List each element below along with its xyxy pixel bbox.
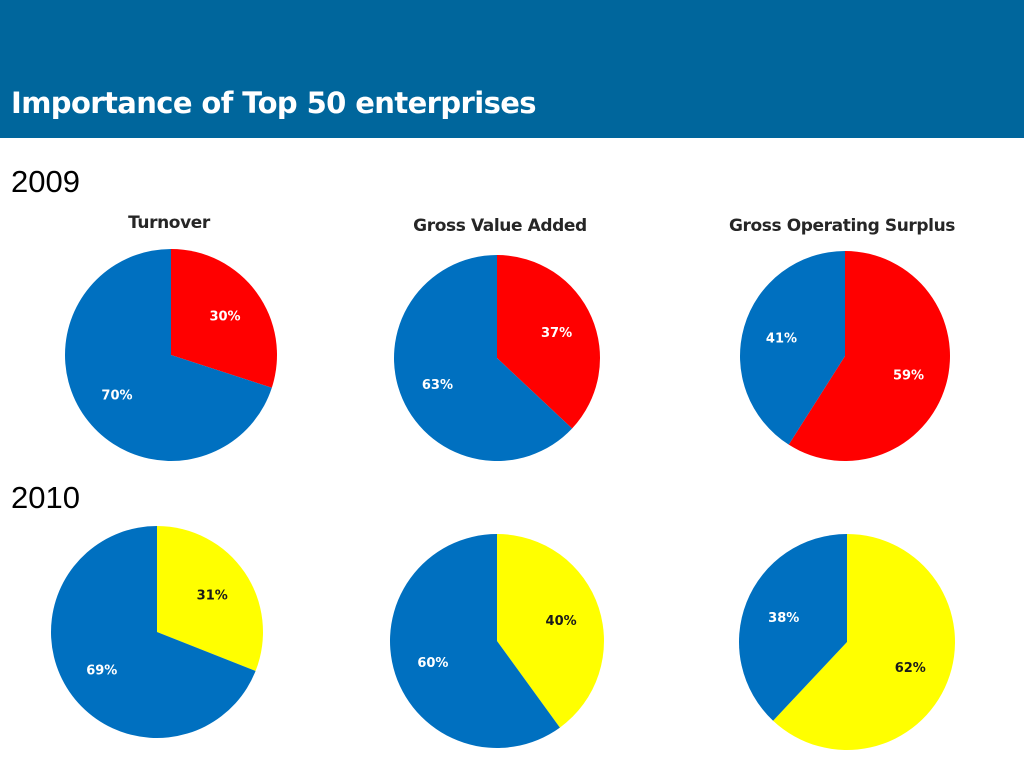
pie-1-label-1: 30% bbox=[209, 310, 240, 325]
pie-4-slice-1 bbox=[157, 526, 263, 672]
year-label-2010: 2010 bbox=[11, 480, 80, 515]
pie-3-slice-1 bbox=[788, 251, 950, 461]
pie-6-label-1: 62% bbox=[895, 661, 926, 676]
chart-title-gross-value-added: Gross Value Added bbox=[413, 216, 587, 236]
pie-3-label-2: 41% bbox=[766, 332, 797, 347]
pie-5-label-1: 40% bbox=[546, 614, 577, 629]
pie-6-label-2: 38% bbox=[768, 611, 799, 626]
pie-3-slice-2 bbox=[739, 251, 845, 445]
pie-5-slice-1 bbox=[497, 534, 604, 728]
pie-2-slice-1 bbox=[497, 255, 600, 429]
pie-2-label-2: 63% bbox=[422, 378, 453, 393]
slide-title: Importance of Top 50 enterprises bbox=[11, 86, 537, 120]
pie-1-slice-2 bbox=[65, 249, 272, 461]
pie-5-label-2: 60% bbox=[417, 656, 448, 671]
pie-4-label-2: 69% bbox=[86, 664, 117, 679]
pie-4-slice-2 bbox=[50, 526, 256, 738]
pie-1-label-2: 70% bbox=[101, 388, 132, 403]
pie-3-label-1: 59% bbox=[893, 368, 924, 383]
chart-title-turnover: Turnover bbox=[128, 213, 210, 233]
pie-2-slice-2 bbox=[394, 255, 573, 461]
year-label-2009: 2009 bbox=[11, 164, 80, 199]
pie-1-slice-1 bbox=[171, 249, 277, 388]
pie-6-slice-2 bbox=[739, 534, 847, 721]
pie-6-slice-1 bbox=[773, 534, 955, 751]
pie-4-label-1: 31% bbox=[197, 588, 228, 603]
pie-2-label-1: 37% bbox=[541, 326, 572, 341]
pie-5-slice-2 bbox=[389, 534, 560, 748]
chart-title-gross-operating-surplus: Gross Operating Surplus bbox=[728, 216, 956, 236]
title-banner bbox=[0, 0, 1024, 138]
